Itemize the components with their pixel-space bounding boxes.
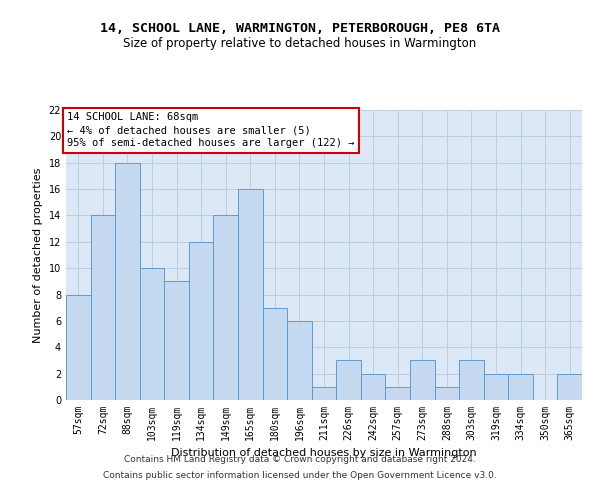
Text: Size of property relative to detached houses in Warmington: Size of property relative to detached ho… — [124, 38, 476, 51]
Text: 14 SCHOOL LANE: 68sqm
← 4% of detached houses are smaller (5)
95% of semi-detach: 14 SCHOOL LANE: 68sqm ← 4% of detached h… — [67, 112, 355, 148]
Y-axis label: Number of detached properties: Number of detached properties — [33, 168, 43, 342]
Bar — [361, 374, 385, 400]
Bar — [115, 162, 140, 400]
Text: Contains public sector information licensed under the Open Government Licence v3: Contains public sector information licen… — [103, 471, 497, 480]
Bar — [385, 387, 410, 400]
X-axis label: Distribution of detached houses by size in Warmington: Distribution of detached houses by size … — [171, 448, 477, 458]
Bar — [164, 282, 189, 400]
Bar — [66, 294, 91, 400]
Text: 14, SCHOOL LANE, WARMINGTON, PETERBOROUGH, PE8 6TA: 14, SCHOOL LANE, WARMINGTON, PETERBOROUG… — [100, 22, 500, 36]
Text: Contains HM Land Registry data © Crown copyright and database right 2024.: Contains HM Land Registry data © Crown c… — [124, 455, 476, 464]
Bar — [336, 360, 361, 400]
Bar — [238, 189, 263, 400]
Bar — [484, 374, 508, 400]
Bar — [312, 387, 336, 400]
Bar — [508, 374, 533, 400]
Bar — [189, 242, 214, 400]
Bar — [434, 387, 459, 400]
Bar — [263, 308, 287, 400]
Bar — [91, 216, 115, 400]
Bar — [410, 360, 434, 400]
Bar — [459, 360, 484, 400]
Bar — [287, 321, 312, 400]
Bar — [557, 374, 582, 400]
Bar — [214, 216, 238, 400]
Bar — [140, 268, 164, 400]
